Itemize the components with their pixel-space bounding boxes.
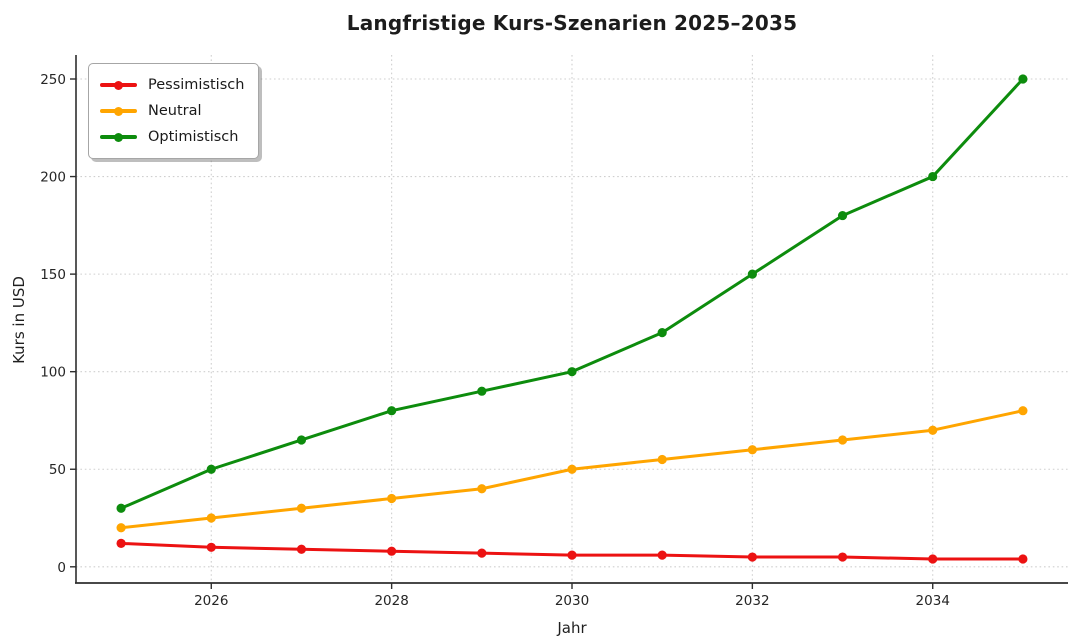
y-tick-label: 150: [40, 267, 66, 283]
data-point-neutral: [747, 445, 757, 455]
data-point-pessimistisch: [387, 546, 397, 556]
legend-label: Pessimistisch: [148, 77, 245, 93]
x-tick-label: 2032: [735, 593, 769, 609]
data-point-optimistisch: [296, 435, 307, 445]
data-point-pessimistisch: [657, 550, 667, 560]
legend-line-marker-icon: [100, 132, 137, 142]
data-point-pessimistisch: [928, 554, 938, 564]
data-point-optimistisch: [387, 406, 397, 416]
data-point-pessimistisch: [567, 550, 577, 560]
x-axis-label: Jahr: [557, 619, 587, 637]
data-point-optimistisch: [657, 328, 667, 338]
data-point-neutral: [837, 435, 848, 445]
data-point-neutral: [206, 513, 216, 523]
legend-item-optimistisch: Optimistisch: [100, 124, 244, 150]
data-point-neutral: [928, 425, 938, 435]
data-point-optimistisch: [837, 210, 848, 221]
data-point-neutral: [477, 484, 487, 494]
x-tick-label: 2026: [194, 593, 228, 609]
data-point-pessimistisch: [747, 552, 757, 562]
legend-line-marker-icon: [100, 106, 137, 116]
y-axis-label: Kurs in USD: [10, 276, 28, 364]
data-point-optimistisch: [116, 503, 126, 513]
legend-label: Neutral: [148, 103, 202, 119]
y-tick-label: 0: [57, 560, 66, 576]
x-tick-label: 2028: [374, 593, 408, 609]
data-point-optimistisch: [1018, 74, 1028, 84]
legend-dot-icon: [114, 132, 123, 142]
data-point-pessimistisch: [116, 538, 126, 548]
data-point-pessimistisch: [477, 548, 487, 558]
y-tick-label: 200: [40, 170, 66, 186]
legend-item-neutral: Neutral: [100, 98, 244, 124]
data-point-pessimistisch: [296, 544, 307, 554]
data-point-neutral: [657, 454, 667, 465]
data-point-pessimistisch: [837, 552, 848, 562]
legend-line-marker-icon: [100, 80, 137, 90]
legend-item-pessimistisch: Pessimistisch: [100, 72, 244, 98]
data-point-pessimistisch: [1018, 554, 1028, 564]
chart-title: Langfristige Kurs-Szenarien 2025–2035: [346, 11, 798, 35]
data-point-neutral: [387, 493, 397, 504]
data-point-pessimistisch: [206, 542, 216, 552]
legend: Pessimistisch Neutral Optimistisch: [88, 63, 260, 159]
data-point-optimistisch: [928, 171, 938, 182]
data-point-optimistisch: [567, 367, 577, 377]
data-point-optimistisch: [206, 464, 216, 474]
y-tick-label: 100: [40, 365, 66, 381]
data-point-neutral: [116, 523, 126, 533]
x-tick-label: 2030: [555, 593, 589, 609]
data-point-optimistisch: [477, 386, 487, 396]
legend-dot-icon: [114, 80, 123, 90]
y-tick-label: 250: [40, 72, 66, 88]
x-tick-label: 2034: [916, 593, 950, 609]
legend-label: Optimistisch: [148, 129, 239, 145]
data-point-neutral: [567, 464, 577, 474]
data-point-neutral: [1018, 406, 1028, 416]
y-tick-label: 50: [49, 462, 66, 478]
data-point-optimistisch: [747, 269, 757, 279]
legend-dot-icon: [114, 106, 123, 116]
data-point-neutral: [296, 503, 307, 513]
